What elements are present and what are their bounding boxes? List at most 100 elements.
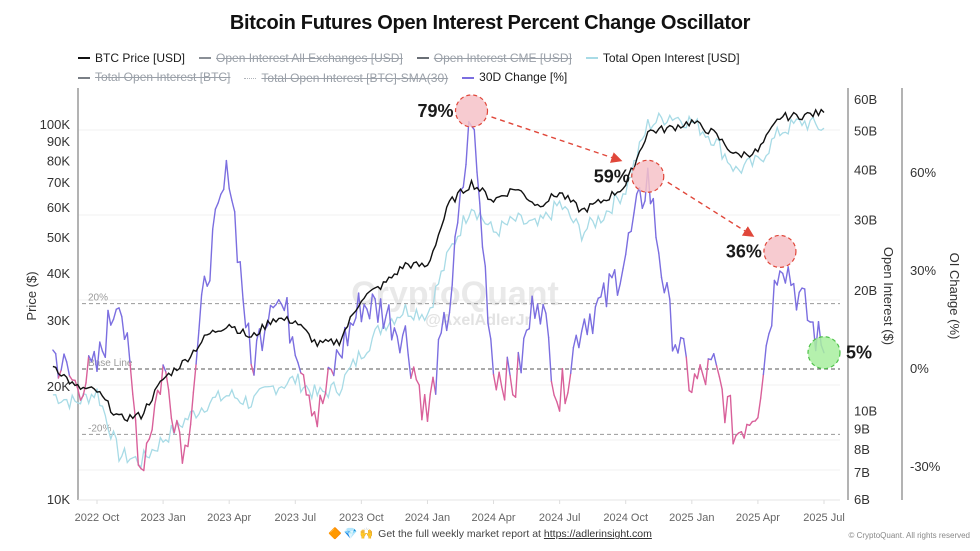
change-segment bbox=[539, 303, 544, 325]
change-segment bbox=[333, 349, 338, 377]
legend-item[interactable]: Open Interest CME [USD] bbox=[416, 50, 572, 67]
change-segment bbox=[490, 338, 495, 376]
change-segment bbox=[776, 270, 781, 286]
legend-item[interactable]: BTC Price [USD] bbox=[78, 50, 185, 67]
peak-highlight-circle bbox=[454, 94, 489, 128]
change-segment bbox=[619, 268, 624, 285]
change-segment bbox=[393, 327, 398, 338]
change-segment bbox=[379, 298, 385, 329]
oi-axis-title: Open Interest ($) bbox=[881, 247, 896, 345]
change-segment bbox=[542, 303, 547, 314]
change-segment bbox=[233, 211, 239, 264]
change-segment bbox=[509, 374, 514, 396]
change-segment bbox=[715, 365, 721, 378]
change-segment bbox=[308, 394, 313, 417]
change-segment bbox=[437, 332, 442, 341]
change-segment bbox=[275, 299, 280, 306]
change-segment bbox=[68, 375, 73, 381]
legend-label: Total Open Interest [BTC]-SMA(30) bbox=[261, 70, 449, 85]
change-segment bbox=[247, 322, 252, 366]
change-segment bbox=[718, 376, 723, 390]
change-segment bbox=[550, 380, 555, 396]
x-tick-label: 2025 Jan bbox=[669, 512, 714, 524]
x-tick-label: 2022 Oct bbox=[75, 512, 120, 524]
report-link[interactable]: https://adlerinsight.com bbox=[543, 528, 652, 540]
change-segment bbox=[479, 202, 484, 248]
change-segment bbox=[371, 293, 376, 300]
legend-item[interactable]: Total Open Interest [BTC] bbox=[78, 69, 230, 86]
change-segment bbox=[192, 363, 197, 393]
oi-tick-label: 40B bbox=[854, 162, 877, 177]
change-segment bbox=[291, 336, 296, 357]
reference-line-label: Base Line bbox=[88, 358, 133, 369]
legend-item[interactable]: Total Open Interest [BTC]-SMA(30) bbox=[244, 70, 448, 87]
change-segment bbox=[377, 298, 382, 323]
change-segment bbox=[253, 339, 258, 376]
legend-swatch bbox=[78, 76, 90, 79]
change-segment bbox=[473, 128, 478, 173]
annotation-label: 5% bbox=[846, 343, 872, 363]
peak-highlight-circle bbox=[631, 159, 665, 193]
change-segment bbox=[570, 346, 575, 374]
change-segment bbox=[795, 291, 800, 311]
change-segment bbox=[222, 159, 228, 191]
change-segment bbox=[655, 236, 660, 254]
change-segment bbox=[162, 364, 167, 373]
change-segment bbox=[60, 353, 65, 371]
change-segment bbox=[424, 394, 429, 422]
change-segment bbox=[514, 351, 519, 398]
change-segment bbox=[787, 266, 792, 287]
change-segment bbox=[426, 393, 431, 422]
oi-tick-label: 60B bbox=[854, 92, 877, 107]
change-segment bbox=[448, 284, 453, 314]
change-segment bbox=[523, 329, 528, 340]
change-segment bbox=[586, 313, 591, 336]
change-segment bbox=[170, 417, 175, 434]
price-tick-label: 100K bbox=[40, 117, 71, 132]
change-segment bbox=[616, 283, 621, 296]
change-segment bbox=[547, 336, 553, 382]
change-segment bbox=[178, 431, 184, 464]
legend-item[interactable]: Open Interest All Exchanges [USD] bbox=[199, 50, 403, 67]
x-tick-label: 2024 Jul bbox=[539, 512, 581, 524]
trend-arrow bbox=[491, 116, 623, 163]
x-tick-label: 2023 Jul bbox=[274, 512, 316, 524]
change-segment bbox=[572, 334, 577, 349]
legend-item[interactable]: Total Open Interest [USD] bbox=[585, 50, 740, 67]
series-btc-price bbox=[52, 108, 825, 422]
change-segment bbox=[396, 335, 401, 354]
oi-change-axis-title: OI Change (%) bbox=[947, 253, 962, 340]
change-segment bbox=[322, 392, 327, 405]
price-tick-label: 40K bbox=[47, 266, 70, 281]
x-tick-label: 2024 Jan bbox=[405, 512, 450, 524]
change-segment bbox=[798, 287, 803, 294]
change-segment bbox=[677, 336, 682, 354]
legend-item[interactable]: 30D Change [%] bbox=[462, 69, 567, 86]
footer-text: Get the full weekly market report at bbox=[378, 528, 541, 540]
trend-arrow bbox=[667, 181, 755, 237]
change-segment bbox=[346, 322, 351, 347]
change-segment bbox=[760, 373, 765, 399]
change-segment bbox=[297, 362, 302, 374]
change-segment bbox=[498, 371, 503, 388]
change-segment bbox=[782, 272, 787, 284]
change-segment bbox=[181, 444, 186, 464]
change-segment bbox=[765, 333, 770, 347]
price-tick-label: 70K bbox=[47, 175, 70, 190]
change-segment bbox=[704, 358, 709, 386]
change-segment bbox=[87, 355, 93, 363]
change-segment bbox=[198, 294, 203, 332]
change-segment bbox=[757, 397, 762, 419]
change-segment bbox=[732, 435, 737, 445]
oi-tick-label: 10B bbox=[854, 403, 877, 418]
legend-swatch bbox=[462, 76, 475, 79]
change-segment bbox=[407, 354, 412, 379]
change-segment bbox=[203, 275, 208, 287]
change-segment bbox=[545, 312, 550, 339]
oi-change-tick-label: -30% bbox=[910, 459, 941, 474]
change-segment bbox=[622, 253, 627, 270]
change-segment bbox=[641, 200, 646, 210]
change-segment bbox=[316, 394, 321, 428]
change-segment bbox=[209, 228, 214, 282]
change-segment bbox=[134, 419, 140, 466]
